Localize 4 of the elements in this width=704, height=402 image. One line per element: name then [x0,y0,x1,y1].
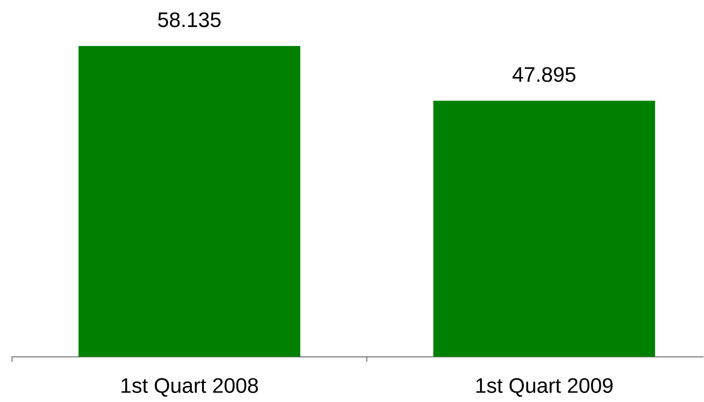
data-label: 58.135 [158,12,221,28]
data-label: 47.895 [512,67,576,82]
x-tick-label: 1st Quart 2008 [122,378,258,397]
x-tick-label: 1st Quart 2009 [476,378,613,397]
